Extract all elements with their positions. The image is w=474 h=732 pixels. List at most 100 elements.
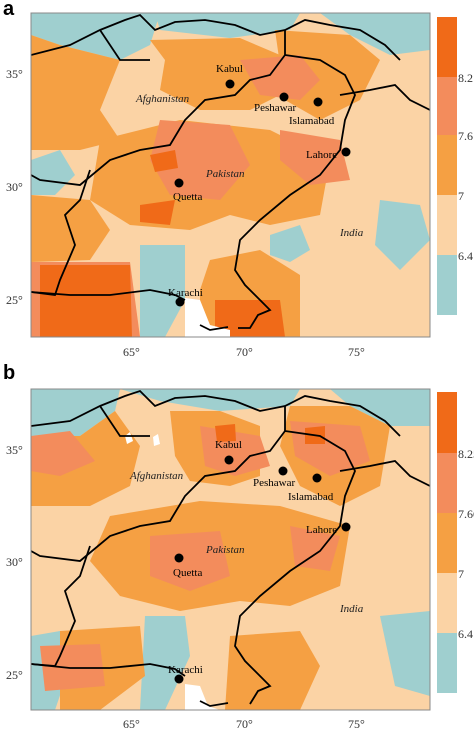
city-marker-karachi <box>175 297 185 307</box>
city-label-kabul: Kabul <box>215 439 242 451</box>
band-top-spot2 <box>140 200 175 225</box>
legend-tick-7-66: 7.66 <box>458 507 474 521</box>
y-tick-35: 35° <box>6 67 23 81</box>
band-low-ne <box>330 389 430 426</box>
city-marker-kabul <box>224 455 234 465</box>
band-low-karachi <box>140 245 185 337</box>
city-label-quetta: Quetta <box>173 191 202 203</box>
band-mid-sw <box>31 195 110 262</box>
city-marker-kabul <box>225 79 235 89</box>
y-tick-30: 30° <box>6 180 23 194</box>
legend-swatch-4 <box>437 453 457 513</box>
band-low-india2 <box>375 200 430 270</box>
legend-tick-8-25: 8.25 <box>458 447 474 461</box>
band-high-punjab <box>290 526 340 571</box>
x-tick-65: 65° <box>123 717 140 731</box>
country-borders <box>31 13 430 331</box>
panel-b-field <box>31 389 430 710</box>
city-label-lahore: Lahore <box>306 149 337 161</box>
band-mid-afg <box>150 38 280 110</box>
band-low-india1 <box>270 225 310 262</box>
country-label-pakistan: Pakistan <box>205 544 245 556</box>
city-label-karachi: Karachi <box>168 287 203 299</box>
city-marker-quetta <box>174 553 184 563</box>
legend-swatch-3 <box>437 135 457 195</box>
city-marker-islamabad <box>312 473 322 483</box>
city-label-peshawar: Peshawar <box>254 102 296 114</box>
y-tick-25: 25° <box>6 293 23 307</box>
country-label-afghanistan: Afghanistan <box>129 470 184 482</box>
city-marker-lahore <box>341 522 351 532</box>
band-low-n <box>120 389 300 411</box>
panel-a-legend: 8.2 7.6 7 6.4 <box>437 17 473 315</box>
x-tick-70: 70° <box>236 345 253 359</box>
panel-b-letter: b <box>3 362 16 384</box>
country-label-india: India <box>339 603 364 615</box>
panel-a-cities: Kabul Peshawar Islamabad Lahore Quetta K… <box>168 63 351 307</box>
x-tick-75: 75° <box>348 717 365 731</box>
x-tick-65: 65° <box>123 345 140 359</box>
legend-tick-6-4: 6.4 <box>458 627 473 641</box>
city-marker-peshawar <box>279 92 289 102</box>
band-top-s <box>215 300 285 337</box>
city-marker-quetta <box>174 178 184 188</box>
band-low-n <box>155 13 300 38</box>
panel-b-frame <box>30 388 431 711</box>
x-tick-75: 75° <box>348 345 365 359</box>
city-label-kabul: Kabul <box>216 63 243 75</box>
panel-b-map: Afghanistan Pakistan India Kabul Peshawa… <box>6 388 474 731</box>
panel-a-frame <box>30 12 431 338</box>
legend-tick-7-6: 7.6 <box>458 129 473 143</box>
legend-tick-8-2: 8.2 <box>458 71 473 85</box>
gap-2 <box>153 434 160 446</box>
legend-swatch-1 <box>437 255 457 315</box>
band-top-kabul <box>215 424 236 442</box>
city-marker-lahore <box>341 147 351 157</box>
city-label-islamabad: Islamabad <box>288 491 334 503</box>
x-tick-70: 70° <box>236 717 253 731</box>
band-low-ne <box>320 13 430 55</box>
gap-1 <box>125 432 133 444</box>
band-low-nw <box>31 13 160 60</box>
band-high-quetta <box>150 120 250 200</box>
legend-swatch-1 <box>437 633 457 693</box>
legend-swatch-4 <box>437 77 457 135</box>
sea-area <box>185 684 220 710</box>
sea-area <box>185 298 230 337</box>
band-mid-south <box>225 631 320 710</box>
band-top-spot1 <box>150 150 178 172</box>
legend-tick-7: 7 <box>458 189 464 203</box>
legend-swatch-3 <box>437 513 457 573</box>
city-marker-peshawar <box>278 466 288 476</box>
band-high-quetta <box>150 531 230 591</box>
city-label-islamabad: Islamabad <box>289 115 335 127</box>
panel-a-field <box>31 13 430 337</box>
city-label-quetta: Quetta <box>173 567 202 579</box>
city-label-lahore: Lahore <box>306 524 337 536</box>
band-high-nw <box>31 431 95 476</box>
panel-b-legend: 8.25 7.66 7 6.4 <box>437 392 474 693</box>
country-borders <box>31 389 430 707</box>
city-label-peshawar: Peshawar <box>253 477 295 489</box>
country-label-afghanistan: Afghanistan <box>135 93 190 105</box>
panel-a-letter: a <box>3 0 15 20</box>
legend-swatch-5 <box>437 392 457 453</box>
legend-swatch-5 <box>437 17 457 77</box>
band-low-karachi <box>140 616 190 710</box>
band-high-kabul <box>240 55 320 100</box>
band-low-nw <box>31 389 120 436</box>
city-marker-karachi <box>174 674 184 684</box>
panel-a-map: Afghanistan Pakistan India Kabul Peshawa… <box>6 12 473 359</box>
y-tick-35: 35° <box>6 443 23 457</box>
band-low-india <box>380 611 430 696</box>
panel-b-cities: Kabul Peshawar Islamabad Lahore Quetta K… <box>168 439 351 684</box>
y-tick-25: 25° <box>6 668 23 682</box>
city-marker-islamabad <box>313 97 323 107</box>
legend-tick-6-4: 6.4 <box>458 249 473 263</box>
band-high-punjab <box>280 130 350 185</box>
y-tick-30: 30° <box>6 555 23 569</box>
country-label-india: India <box>339 227 364 239</box>
band-top-sw <box>40 265 132 337</box>
band-mid-west <box>31 35 120 150</box>
city-label-karachi: Karachi <box>168 664 203 676</box>
